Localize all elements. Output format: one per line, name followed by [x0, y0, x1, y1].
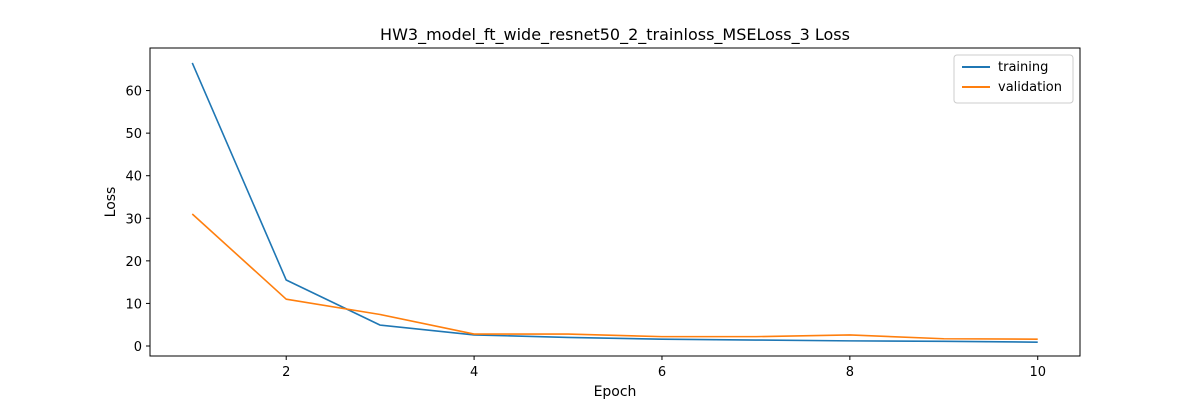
x-tick-label: 10 — [1029, 365, 1046, 380]
series-line-validation — [191, 213, 1038, 340]
chart-title: HW3_model_ft_wide_resnet50_2_trainloss_M… — [380, 25, 850, 45]
x-tick-label: 6 — [658, 365, 666, 380]
y-tick-label: 30 — [125, 212, 142, 227]
y-axis-ticks: 0 10 20 30 40 50 60 — [125, 85, 150, 355]
y-tick-label: 20 — [125, 255, 142, 270]
x-tick-label: 4 — [470, 365, 478, 380]
plot-frame — [149, 47, 1081, 357]
x-axis-ticks: 2 4 6 8 10 — [282, 356, 1046, 380]
y-tick-label: 40 — [125, 170, 142, 185]
legend: training validation — [953, 54, 1074, 104]
legend-label-training: training — [998, 60, 1048, 75]
x-axis-label: Epoch — [594, 384, 637, 400]
y-tick-label: 60 — [125, 85, 142, 100]
y-tick-label: 0 — [134, 340, 142, 355]
series-layer — [191, 62, 1038, 343]
x-tick-label: 2 — [282, 365, 290, 380]
y-axis-label: Loss — [103, 187, 119, 218]
y-tick-label: 10 — [125, 297, 142, 312]
legend-label-validation: validation — [998, 80, 1062, 95]
x-tick-label: 8 — [846, 365, 854, 380]
series-line-training — [191, 62, 1038, 343]
y-tick-label: 50 — [125, 127, 142, 142]
